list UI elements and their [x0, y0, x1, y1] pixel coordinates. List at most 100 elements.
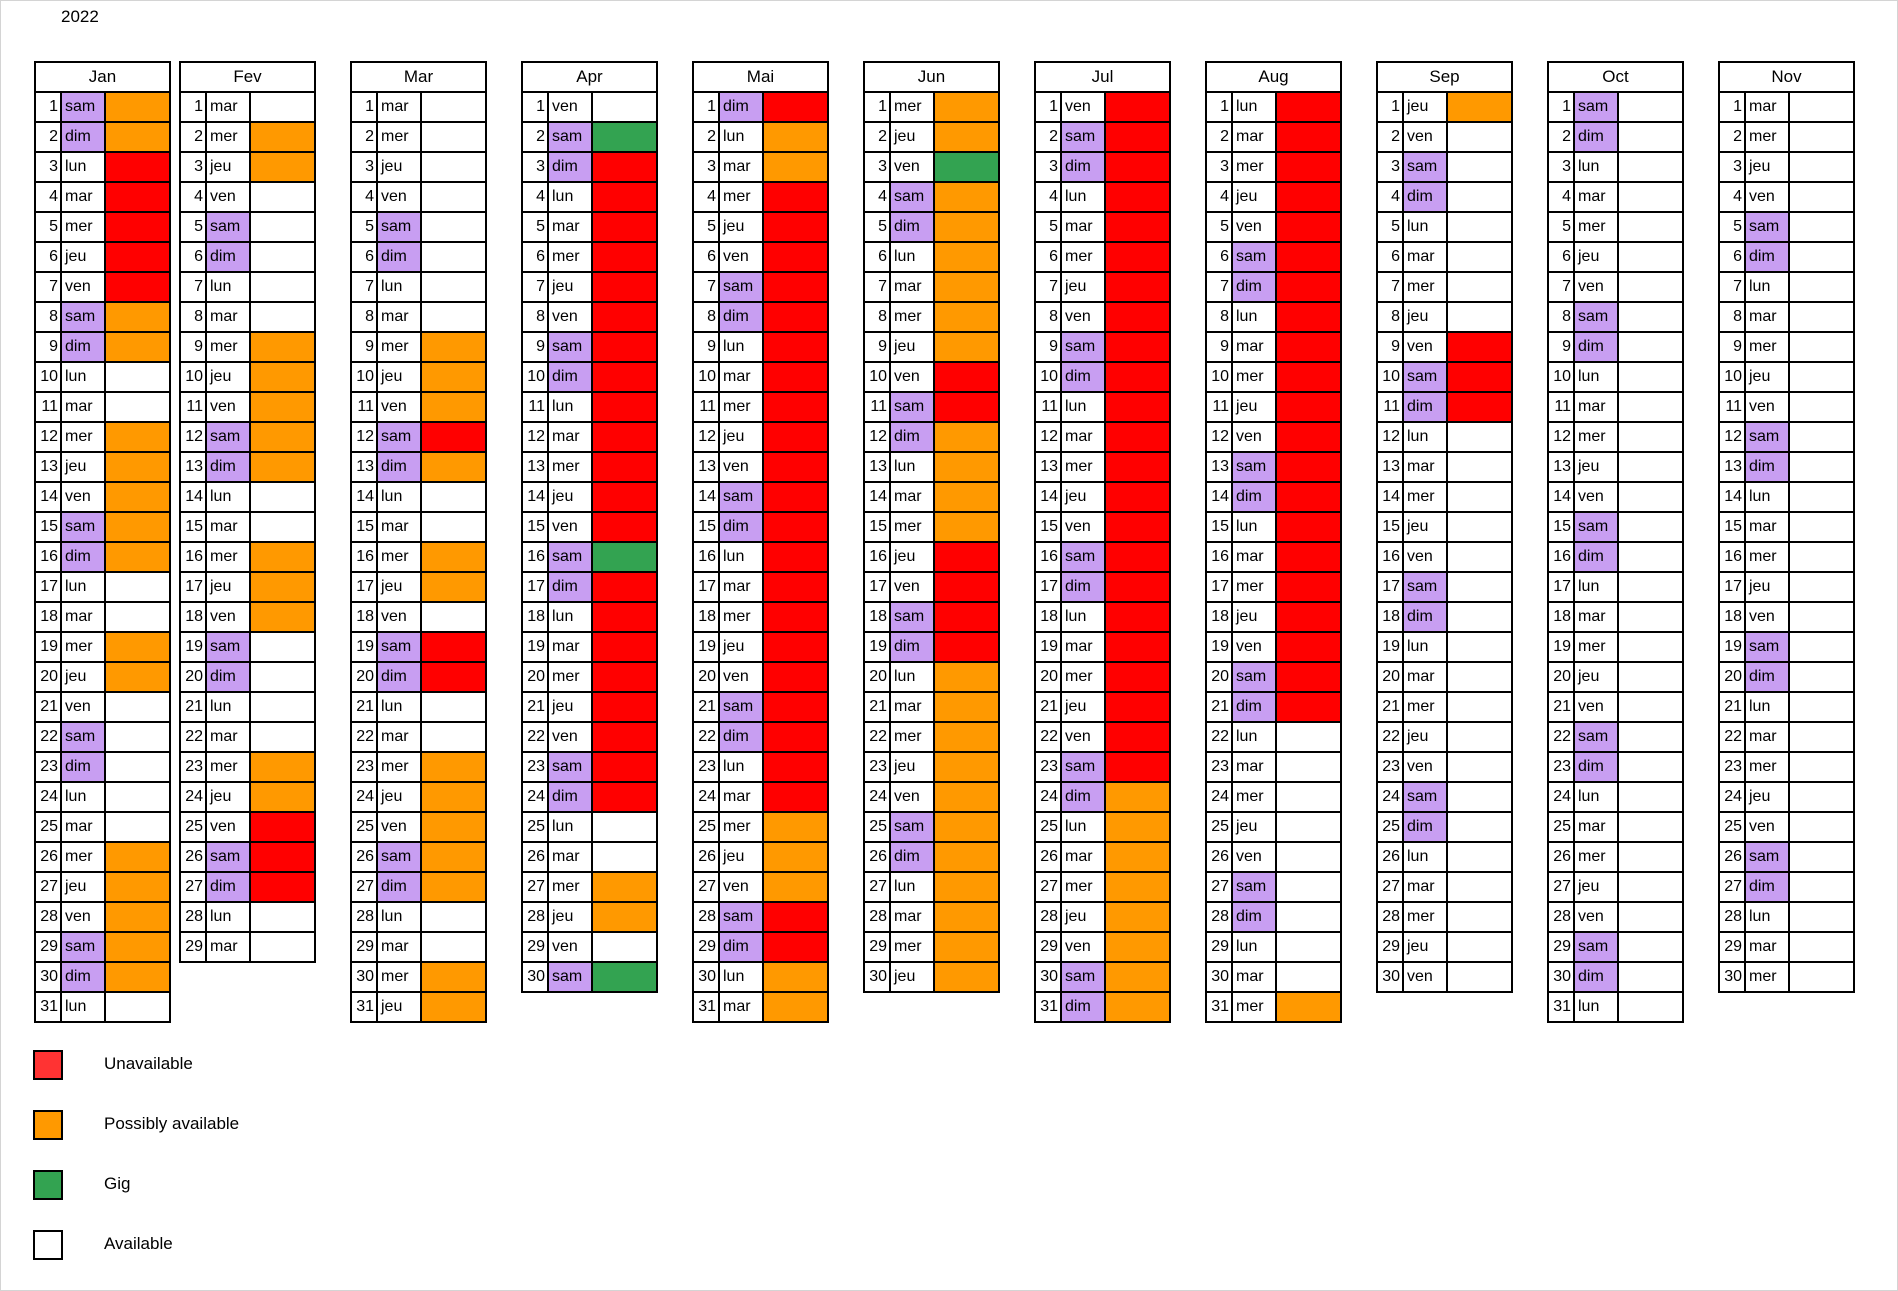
status-cell-unavailable[interactable] — [1277, 123, 1340, 151]
day-row[interactable]: 21 mer — [1378, 693, 1511, 723]
status-cell-available[interactable] — [1448, 663, 1511, 691]
status-cell-unavailable[interactable] — [106, 213, 169, 241]
day-row[interactable]: 4 mar — [36, 183, 169, 213]
day-row[interactable]: 27 dim — [1720, 873, 1853, 903]
status-cell-available[interactable] — [1448, 783, 1511, 811]
status-cell-possibly-available[interactable] — [764, 123, 827, 151]
day-row[interactable]: 10 jeu — [181, 363, 314, 393]
day-row[interactable]: 8 sam — [36, 303, 169, 333]
status-cell-available[interactable] — [1790, 723, 1853, 751]
status-cell-possibly-available[interactable] — [935, 723, 998, 751]
status-cell-available[interactable] — [1790, 633, 1853, 661]
status-cell-unavailable[interactable] — [764, 783, 827, 811]
status-cell-unavailable[interactable] — [1106, 723, 1169, 751]
status-cell-unavailable[interactable] — [1277, 573, 1340, 601]
day-row[interactable]: 26 mar — [1036, 843, 1169, 873]
day-row[interactable]: 8 sam — [1549, 303, 1682, 333]
day-row[interactable]: 3 ven — [865, 153, 998, 183]
day-row[interactable]: 13 jeu — [36, 453, 169, 483]
status-cell-unavailable[interactable] — [1106, 423, 1169, 451]
status-cell-available[interactable] — [1277, 873, 1340, 901]
day-row[interactable]: 11 jeu — [1207, 393, 1340, 423]
status-cell-possibly-available[interactable] — [935, 273, 998, 301]
status-cell-unavailable[interactable] — [593, 273, 656, 301]
status-cell-available[interactable] — [1790, 303, 1853, 331]
day-row[interactable]: 13 dim — [181, 453, 314, 483]
day-row[interactable]: 25 lun — [523, 813, 656, 843]
status-cell-possibly-available[interactable] — [764, 843, 827, 871]
status-cell-unavailable[interactable] — [764, 213, 827, 241]
status-cell-available[interactable] — [1619, 333, 1682, 361]
status-cell-possibly-available[interactable] — [935, 663, 998, 691]
status-cell-unavailable[interactable] — [764, 93, 827, 121]
status-cell-unavailable[interactable] — [593, 183, 656, 211]
status-cell-possibly-available[interactable] — [593, 873, 656, 901]
status-cell-available[interactable] — [1619, 663, 1682, 691]
day-row[interactable]: 13 dim — [1720, 453, 1853, 483]
status-cell-possibly-available[interactable] — [106, 663, 169, 691]
status-cell-possibly-available[interactable] — [106, 633, 169, 661]
status-cell-available[interactable] — [1790, 183, 1853, 211]
status-cell-available[interactable] — [1448, 453, 1511, 481]
day-row[interactable]: 13 mar — [1378, 453, 1511, 483]
status-cell-available[interactable] — [593, 93, 656, 121]
status-cell-unavailable[interactable] — [1106, 633, 1169, 661]
day-row[interactable]: 29 mer — [865, 933, 998, 963]
status-cell-unavailable[interactable] — [593, 363, 656, 391]
day-row[interactable]: 22 jeu — [1378, 723, 1511, 753]
day-row[interactable]: 24 jeu — [1720, 783, 1853, 813]
status-cell-available[interactable] — [106, 363, 169, 391]
status-cell-available[interactable] — [1448, 843, 1511, 871]
day-row[interactable]: 11 mar — [1549, 393, 1682, 423]
status-cell-possibly-available[interactable] — [764, 153, 827, 181]
day-row[interactable]: 18 mer — [694, 603, 827, 633]
status-cell-possibly-available[interactable] — [251, 363, 314, 391]
day-row[interactable]: 12 ven — [1207, 423, 1340, 453]
status-cell-available[interactable] — [1790, 933, 1853, 961]
day-row[interactable]: 17 ven — [865, 573, 998, 603]
day-row[interactable]: 7 ven — [1549, 273, 1682, 303]
status-cell-possibly-available[interactable] — [106, 333, 169, 361]
status-cell-possibly-available[interactable] — [935, 303, 998, 331]
status-cell-available[interactable] — [106, 573, 169, 601]
day-row[interactable]: 26 sam — [181, 843, 314, 873]
status-cell-possibly-available[interactable] — [422, 333, 485, 361]
day-row[interactable]: 27 mer — [1036, 873, 1169, 903]
day-row[interactable]: 8 jeu — [1378, 303, 1511, 333]
day-row[interactable]: 1 ven — [523, 93, 656, 123]
day-row[interactable]: 10 dim — [523, 363, 656, 393]
status-cell-possibly-available[interactable] — [935, 183, 998, 211]
day-row[interactable]: 11 lun — [1036, 393, 1169, 423]
day-row[interactable]: 4 jeu — [1207, 183, 1340, 213]
day-row[interactable]: 23 dim — [36, 753, 169, 783]
day-row[interactable]: 30 mar — [1207, 963, 1340, 993]
status-cell-unavailable[interactable] — [593, 573, 656, 601]
status-cell-possibly-available[interactable] — [422, 813, 485, 841]
status-cell-unavailable[interactable] — [1277, 303, 1340, 331]
day-row[interactable]: 2 ven — [1378, 123, 1511, 153]
day-row[interactable]: 18 sam — [865, 603, 998, 633]
status-cell-available[interactable] — [1619, 183, 1682, 211]
day-row[interactable]: 6 dim — [1720, 243, 1853, 273]
status-cell-available[interactable] — [1619, 393, 1682, 421]
day-row[interactable]: 20 dim — [1720, 663, 1853, 693]
day-row[interactable]: 8 ven — [1036, 303, 1169, 333]
status-cell-available[interactable] — [1448, 543, 1511, 571]
status-cell-unavailable[interactable] — [1277, 483, 1340, 511]
day-row[interactable]: 4 lun — [523, 183, 656, 213]
day-row[interactable]: 5 mar — [1036, 213, 1169, 243]
day-row[interactable]: 27 dim — [181, 873, 314, 903]
day-row[interactable]: 25 mer — [694, 813, 827, 843]
status-cell-unavailable[interactable] — [1106, 93, 1169, 121]
day-row[interactable]: 8 ven — [523, 303, 656, 333]
day-row[interactable]: 17 jeu — [181, 573, 314, 603]
day-row[interactable]: 28 jeu — [1036, 903, 1169, 933]
status-cell-possibly-available[interactable] — [764, 963, 827, 991]
status-cell-unavailable[interactable] — [1106, 183, 1169, 211]
status-cell-possibly-available[interactable] — [935, 423, 998, 451]
status-cell-unavailable[interactable] — [106, 153, 169, 181]
day-row[interactable]: 30 dim — [1549, 963, 1682, 993]
day-row[interactable]: 9 dim — [36, 333, 169, 363]
status-cell-unavailable[interactable] — [764, 453, 827, 481]
status-cell-unavailable[interactable] — [935, 633, 998, 661]
